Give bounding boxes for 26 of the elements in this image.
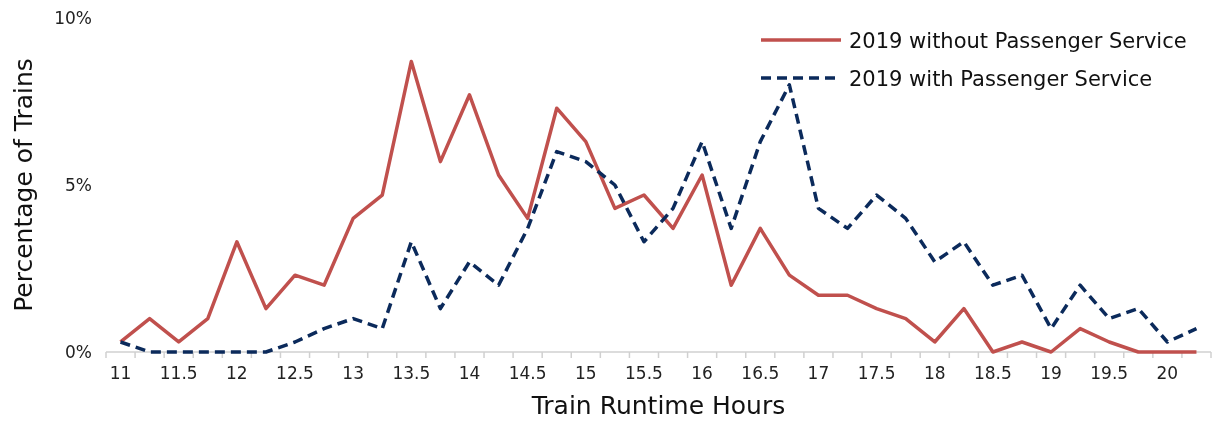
- y-tick-label: 5%: [65, 175, 92, 195]
- x-tick-label: 11.5: [159, 363, 198, 383]
- y-tick-label: 0%: [65, 342, 92, 362]
- legend-label: 2019 without Passenger Service: [849, 29, 1187, 53]
- x-tick-label: 13.5: [392, 363, 431, 383]
- x-tick-label: 14: [458, 363, 481, 383]
- legend-label: 2019 with Passenger Service: [849, 67, 1153, 91]
- x-tick-label: 13: [342, 363, 364, 383]
- x-tick-label: 15.5: [625, 363, 663, 383]
- x-tick-label: 18.5: [973, 363, 1012, 383]
- x-tick-label: 17: [807, 363, 830, 383]
- x-tick-label: 16: [691, 363, 713, 383]
- x-tick-label: 14.5: [508, 363, 547, 383]
- x-tick-label: 11: [109, 363, 132, 383]
- x-axis-title: Train Runtime Hours: [530, 391, 786, 420]
- x-tick-label: 15: [574, 363, 597, 383]
- x-tick-label: 18: [923, 363, 946, 383]
- x-tick-label: 17.5: [857, 363, 896, 383]
- x-tick-label: 12.5: [276, 363, 314, 383]
- x-tick-label: 12: [226, 363, 248, 383]
- x-tick-label: 20: [1156, 363, 1179, 383]
- y-tick-label: 10%: [54, 8, 92, 28]
- x-tick-label: 19.5: [1090, 363, 1129, 383]
- y-axis-title: Percentage of Trains: [9, 58, 38, 312]
- x-tick-label: 19: [1040, 363, 1062, 383]
- x-tick-label: 16.5: [741, 363, 780, 383]
